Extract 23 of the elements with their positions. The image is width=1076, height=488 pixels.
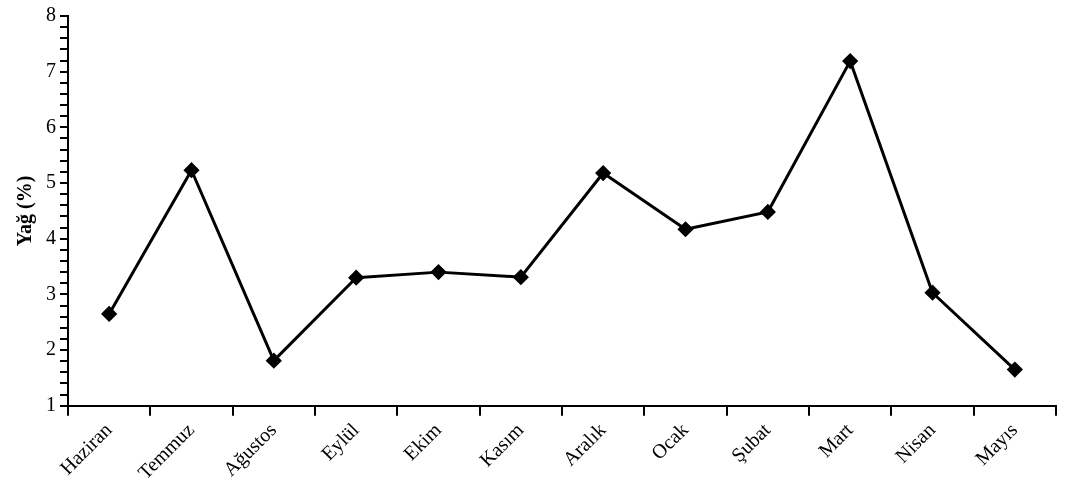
y-tick-label: 5 — [46, 170, 56, 193]
point — [1007, 362, 1023, 378]
y-tick-label: 6 — [46, 114, 56, 137]
point — [431, 264, 446, 280]
point — [842, 53, 858, 69]
point — [678, 221, 693, 237]
point — [101, 306, 117, 322]
point — [760, 204, 776, 220]
x-tick-label: Ocak — [646, 418, 693, 464]
x-tick-label: Mart — [813, 417, 858, 462]
y-tick-label: 4 — [46, 225, 56, 248]
y-tick-label: 7 — [46, 58, 56, 81]
y-tick-label: 1 — [46, 393, 56, 415]
point — [348, 270, 364, 286]
y-tick-label: 3 — [46, 281, 56, 304]
y-axis-title: Yağ (%) — [13, 175, 37, 247]
point — [266, 353, 282, 369]
point — [925, 285, 940, 301]
y-tick-label: 8 — [46, 3, 56, 26]
point — [595, 165, 611, 181]
point — [513, 269, 529, 285]
y-tick-label: 2 — [46, 337, 56, 360]
point — [184, 162, 199, 178]
